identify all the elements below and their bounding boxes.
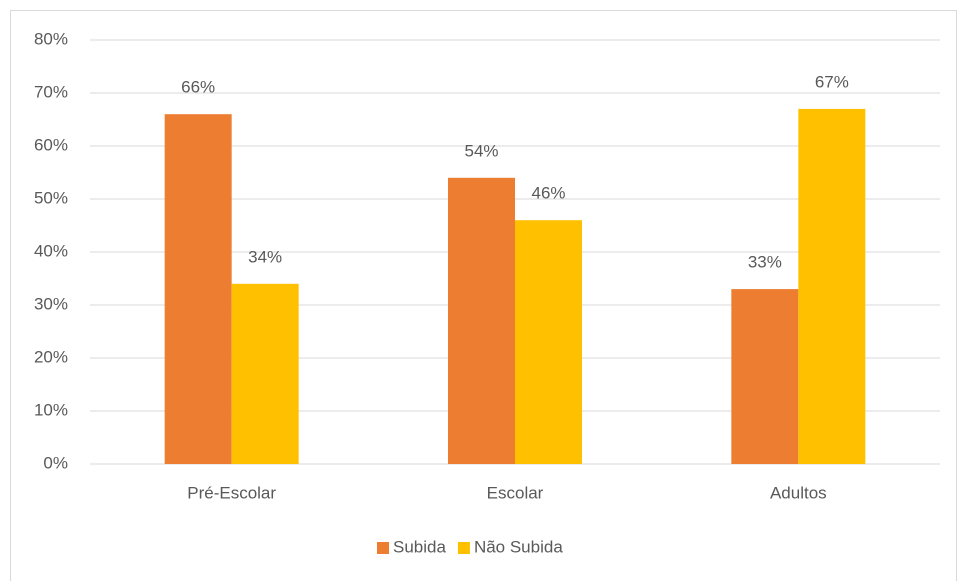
- data-label: 34%: [248, 247, 282, 266]
- y-tick-label: 80%: [34, 29, 68, 48]
- y-tick-label: 20%: [34, 347, 68, 366]
- data-label: 33%: [748, 253, 782, 272]
- x-tick-label: Adultos: [770, 483, 827, 502]
- legend-label: Subida: [393, 537, 446, 556]
- bar: [164, 114, 232, 464]
- legend-swatch: [377, 542, 389, 554]
- bar: [231, 283, 299, 464]
- bar: [515, 220, 582, 464]
- data-label: 66%: [181, 78, 215, 97]
- data-label: 67%: [815, 72, 849, 91]
- bar: [798, 108, 866, 465]
- bar: [448, 177, 515, 465]
- bar: [731, 289, 799, 464]
- y-tick-label: 0%: [43, 453, 68, 472]
- y-tick-label: 30%: [34, 294, 68, 313]
- data-label: 46%: [531, 184, 565, 203]
- y-tick-label: 10%: [34, 400, 68, 419]
- y-tick-label: 60%: [34, 135, 68, 154]
- legend-label: Não Subida: [474, 537, 563, 556]
- y-tick-label: 40%: [34, 241, 68, 260]
- legend-swatch: [457, 542, 470, 554]
- y-tick-label: 70%: [34, 82, 68, 101]
- data-label: 54%: [464, 141, 498, 160]
- y-tick-label: 50%: [34, 188, 68, 207]
- x-tick-label: Pré-Escolar: [187, 483, 276, 502]
- x-tick-label: Escolar: [487, 483, 544, 502]
